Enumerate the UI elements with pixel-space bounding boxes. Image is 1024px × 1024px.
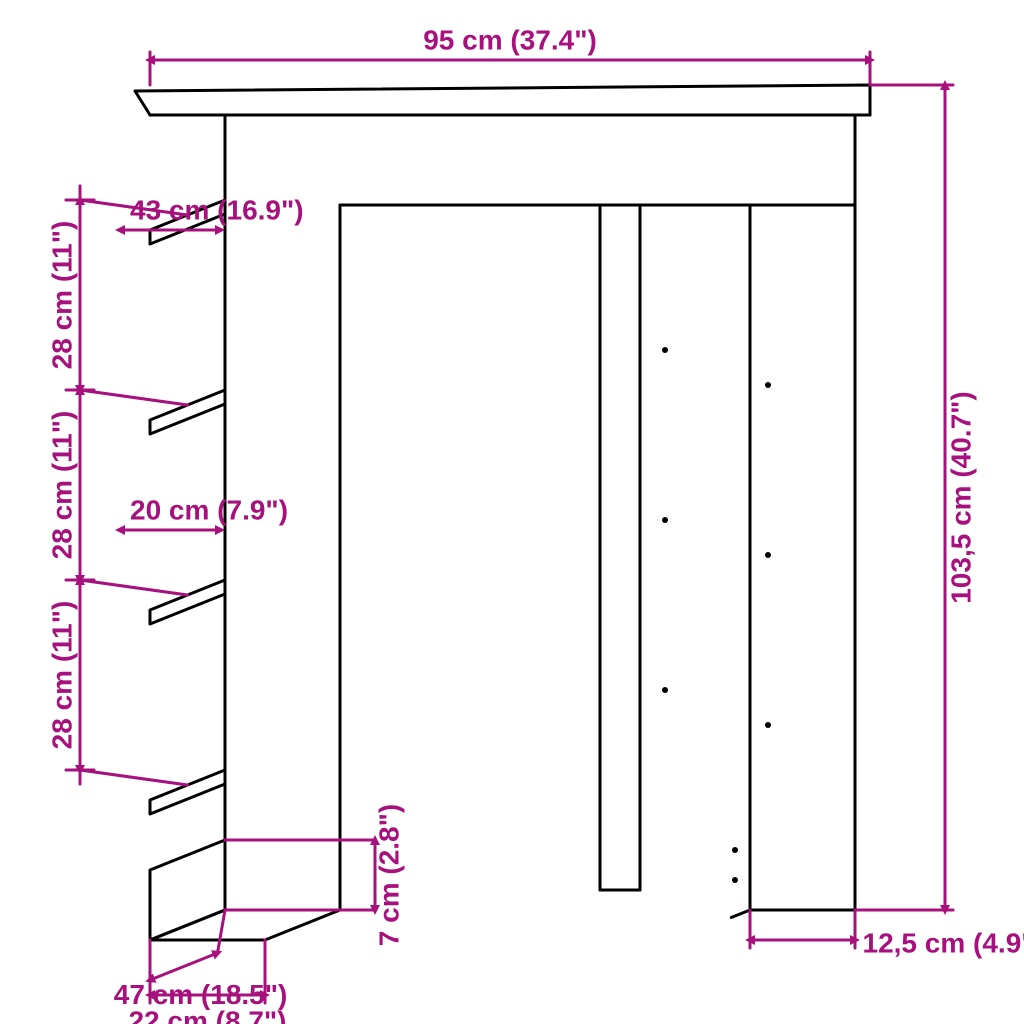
dim-seg-bot: 28 cm (11"): [46, 601, 77, 750]
dim-toe-kick: 7 cm (2.8"): [373, 804, 404, 946]
dim-leg-depth: 12,5 cm (4.9"): [863, 927, 1024, 958]
dim-seg-top: 28 cm (11"): [46, 221, 77, 370]
dim-shelf-depth1: 43 cm (16.9"): [130, 194, 304, 225]
dim-right-height: 103,5 cm (40.7"): [945, 391, 976, 604]
dim-shelf-depth2: 20 cm (7.9"): [130, 494, 288, 525]
dim-top-width: 95 cm (37.4"): [423, 24, 597, 55]
dim-base-width: 22 cm (8.7"): [128, 1005, 286, 1024]
dim-seg-mid: 28 cm (11"): [46, 411, 77, 560]
